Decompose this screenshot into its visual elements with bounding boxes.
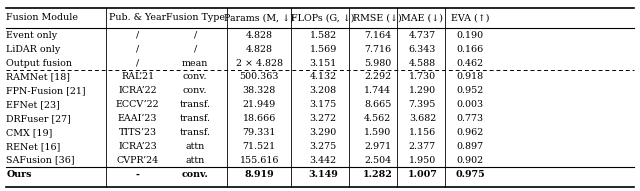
Text: 3.442: 3.442 <box>310 156 337 165</box>
Text: 155.616: 155.616 <box>239 156 279 165</box>
Text: RENet [16]: RENet [16] <box>6 142 61 151</box>
Text: 1.590: 1.590 <box>364 128 391 137</box>
Text: 0.190: 0.190 <box>457 31 484 40</box>
Text: 7.716: 7.716 <box>364 45 391 54</box>
Text: ICRA’23: ICRA’23 <box>118 142 157 151</box>
Text: DRFuser [27]: DRFuser [27] <box>6 114 71 123</box>
Text: CMX [19]: CMX [19] <box>6 128 52 137</box>
Text: 0.462: 0.462 <box>457 59 484 68</box>
Text: 38.328: 38.328 <box>243 86 276 95</box>
Text: /: / <box>193 31 197 40</box>
Text: Params (M, ↓): Params (M, ↓) <box>224 13 294 22</box>
Text: Fusion Type: Fusion Type <box>166 13 225 22</box>
Text: 1.730: 1.730 <box>409 72 436 81</box>
Text: 0.773: 0.773 <box>457 114 484 123</box>
Text: FLOPs (G, ↓): FLOPs (G, ↓) <box>291 13 355 22</box>
Text: EFNet [23]: EFNet [23] <box>6 100 60 109</box>
Text: 3.682: 3.682 <box>409 114 436 123</box>
Text: 4.132: 4.132 <box>310 72 337 81</box>
Text: /: / <box>136 31 140 40</box>
Text: 3.151: 3.151 <box>310 59 337 68</box>
Text: RAMNet [18]: RAMNet [18] <box>6 72 70 81</box>
Text: Pub. & Year: Pub. & Year <box>109 13 166 22</box>
Text: 0.918: 0.918 <box>457 72 484 81</box>
Text: 2.971: 2.971 <box>364 142 391 151</box>
Text: transf.: transf. <box>180 100 211 109</box>
Text: 0.897: 0.897 <box>457 142 484 151</box>
Text: 0.902: 0.902 <box>457 156 484 165</box>
Text: 1.744: 1.744 <box>364 86 391 95</box>
Text: 3.275: 3.275 <box>310 142 337 151</box>
Text: FPN-Fusion [21]: FPN-Fusion [21] <box>6 86 86 95</box>
Text: ICRA’22: ICRA’22 <box>118 86 157 95</box>
Text: 18.666: 18.666 <box>243 114 276 123</box>
Text: 2 × 4.828: 2 × 4.828 <box>236 59 283 68</box>
Text: attn: attn <box>186 142 205 151</box>
Text: 1.950: 1.950 <box>409 156 436 165</box>
Text: Output fusion: Output fusion <box>6 59 72 68</box>
Text: 0.952: 0.952 <box>457 86 484 95</box>
Text: transf.: transf. <box>180 114 211 123</box>
Text: 3.149: 3.149 <box>308 169 338 179</box>
Text: 71.521: 71.521 <box>243 142 276 151</box>
Text: 79.331: 79.331 <box>243 128 276 137</box>
Text: 3.208: 3.208 <box>310 86 337 95</box>
Text: 2.504: 2.504 <box>364 156 391 165</box>
Text: EVA (↑): EVA (↑) <box>451 13 490 22</box>
Text: 0.166: 0.166 <box>457 45 484 54</box>
Text: LiDAR only: LiDAR only <box>6 45 61 54</box>
Text: 3.175: 3.175 <box>310 100 337 109</box>
Text: 4.588: 4.588 <box>409 59 436 68</box>
Text: 1.156: 1.156 <box>409 128 436 137</box>
Text: MAE (↓): MAE (↓) <box>401 13 444 22</box>
Text: Event only: Event only <box>6 31 58 40</box>
Text: CVPR’24: CVPR’24 <box>116 156 159 165</box>
Text: 8.665: 8.665 <box>364 100 391 109</box>
Text: 500.363: 500.363 <box>239 72 279 81</box>
Text: /: / <box>136 45 140 54</box>
Text: /: / <box>193 45 197 54</box>
Text: 0.962: 0.962 <box>457 128 484 137</box>
Text: 3.290: 3.290 <box>310 128 337 137</box>
Text: EAAI’23: EAAI’23 <box>118 114 157 123</box>
Text: 21.949: 21.949 <box>243 100 276 109</box>
Text: transf.: transf. <box>180 128 211 137</box>
Text: 8.919: 8.919 <box>244 169 274 179</box>
Text: mean: mean <box>182 59 209 68</box>
Text: 1.282: 1.282 <box>363 169 392 179</box>
Text: 5.980: 5.980 <box>364 59 391 68</box>
Text: 4.828: 4.828 <box>246 31 273 40</box>
Text: 4.737: 4.737 <box>409 31 436 40</box>
Text: Ours: Ours <box>6 169 32 179</box>
Text: conv.: conv. <box>182 169 209 179</box>
Text: 2.377: 2.377 <box>409 142 436 151</box>
Text: attn: attn <box>186 156 205 165</box>
Text: 2.292: 2.292 <box>364 72 391 81</box>
Text: 1.569: 1.569 <box>310 45 337 54</box>
Text: /: / <box>136 59 140 68</box>
Text: RMSE (↓): RMSE (↓) <box>353 13 402 22</box>
Text: 1.582: 1.582 <box>310 31 337 40</box>
Text: ECCV’22: ECCV’22 <box>116 100 159 109</box>
Text: conv.: conv. <box>183 72 207 81</box>
Text: 4.562: 4.562 <box>364 114 391 123</box>
Text: 6.343: 6.343 <box>409 45 436 54</box>
Text: SAFusion [36]: SAFusion [36] <box>6 156 75 165</box>
Text: 7.395: 7.395 <box>409 100 436 109</box>
Text: RAL’21: RAL’21 <box>121 72 154 81</box>
Text: -: - <box>136 169 140 179</box>
Text: 0.003: 0.003 <box>457 100 484 109</box>
Text: Fusion Module: Fusion Module <box>6 13 79 22</box>
Text: 1.007: 1.007 <box>408 169 437 179</box>
Text: 0.975: 0.975 <box>456 169 485 179</box>
Text: 4.828: 4.828 <box>246 45 273 54</box>
Text: 3.272: 3.272 <box>310 114 337 123</box>
Text: 1.290: 1.290 <box>409 86 436 95</box>
Text: 7.164: 7.164 <box>364 31 391 40</box>
Text: conv.: conv. <box>183 86 207 95</box>
Text: TITS’23: TITS’23 <box>118 128 157 137</box>
